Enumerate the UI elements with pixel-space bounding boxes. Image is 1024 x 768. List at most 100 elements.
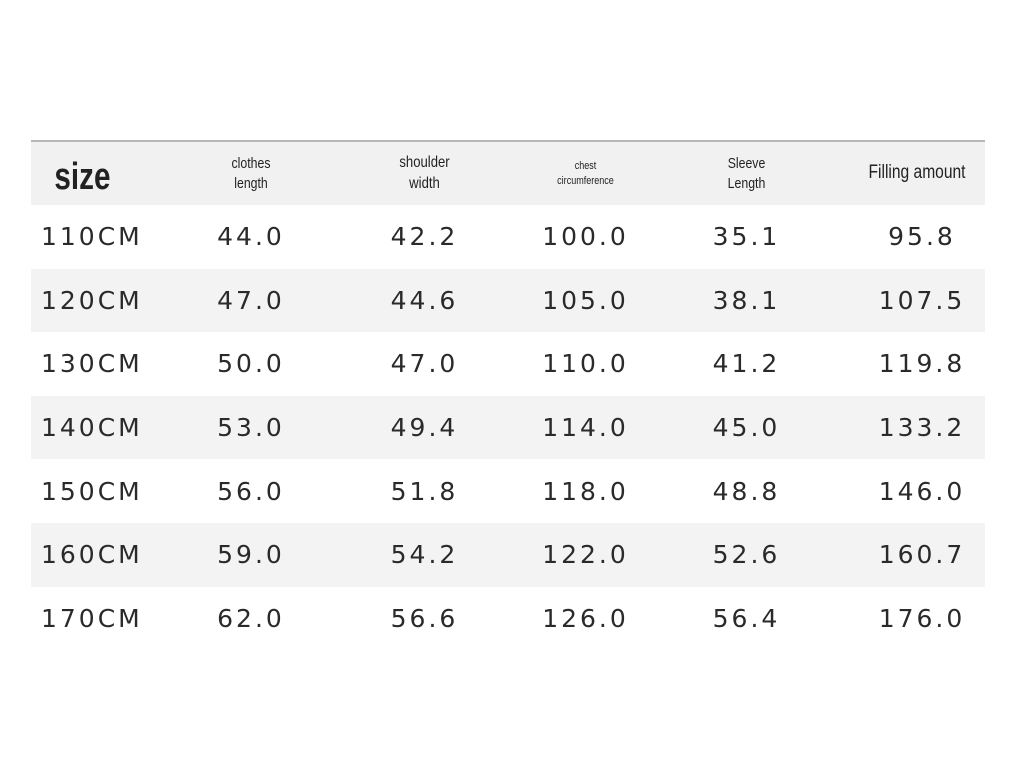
cell-value-shoulder-width: 42.2 (390, 222, 459, 252)
cell-value-shoulder-width: 49.4 (390, 413, 459, 443)
header-chest-line2: circumference (557, 174, 614, 187)
cell-clothes-length: 50.0 (156, 349, 346, 378)
header-filling-amount-label: Filling amount (868, 162, 966, 184)
cell-size: 140CM (31, 413, 156, 442)
table-header-row: size clothes length shoulder width chest… (31, 142, 985, 205)
cell-value-size: 160CM (41, 540, 143, 570)
cell-shoulder-width: 42.2 (346, 222, 503, 251)
cell-filling-amount: 160.7 (825, 540, 985, 569)
header-clothes-length-line1: clothes (231, 155, 271, 172)
cell-shoulder-width: 51.8 (346, 477, 503, 506)
cell-value-shoulder-width: 54.2 (390, 540, 459, 570)
cell-value-shoulder-width: 44.6 (390, 285, 459, 315)
cell-size: 170CM (31, 604, 156, 633)
cell-value-clothes-length: 47.0 (217, 285, 285, 315)
cell-size: 150CM (31, 477, 156, 506)
cell-value-filling-amount: 95.8 (888, 222, 956, 252)
cell-sleeve-length: 35.1 (668, 222, 825, 251)
cell-chest-circumference: 126.0 (503, 604, 668, 633)
cell-clothes-length: 44.0 (156, 222, 346, 251)
header-sleeve-line1: Sleeve (727, 155, 766, 172)
header-chest-circumference: chest circumference (503, 159, 668, 188)
cell-chest-circumference: 118.0 (503, 477, 668, 506)
cell-value-chest-circumference: 114.0 (542, 413, 629, 443)
cell-value-filling-amount: 176.0 (878, 603, 966, 633)
cell-filling-amount: 176.0 (825, 604, 985, 633)
cell-value-clothes-length: 53.0 (217, 413, 285, 443)
cell-value-chest-circumference: 126.0 (542, 603, 629, 633)
header-shoulder-width-line1: shoulder (399, 153, 450, 171)
cell-filling-amount: 119.8 (825, 349, 985, 378)
cell-shoulder-width: 47.0 (346, 349, 503, 378)
header-clothes-length-line2: length (234, 174, 268, 192)
cell-clothes-length: 47.0 (156, 286, 346, 315)
cell-value-size: 140CM (41, 413, 143, 443)
cell-shoulder-width: 44.6 (346, 286, 503, 315)
cell-filling-amount: 95.8 (825, 222, 985, 251)
header-clothes-length: clothes length (156, 154, 346, 193)
cell-value-clothes-length: 44.0 (217, 222, 285, 252)
header-sleeve-length: Sleeve Length (668, 154, 825, 193)
cell-value-sleeve-length: 38.1 (712, 285, 781, 315)
header-filling-amount: Filling amount (825, 161, 985, 186)
cell-clothes-length: 53.0 (156, 413, 346, 442)
table-row: 140CM 53.0 49.4 114.0 45.0 133.2 (31, 395, 985, 460)
cell-clothes-length: 56.0 (156, 477, 346, 506)
cell-value-size: 130CM (41, 349, 143, 379)
header-sleeve-line2: Length (727, 174, 766, 192)
table-row: 170CM 62.0 56.6 126.0 56.4 176.0 (31, 587, 985, 651)
cell-value-shoulder-width: 47.0 (390, 349, 459, 379)
cell-shoulder-width: 56.6 (346, 604, 503, 633)
table-row: 120CM 47.0 44.6 105.0 38.1 107.5 (31, 268, 985, 333)
cell-value-filling-amount: 107.5 (878, 285, 966, 315)
header-shoulder-width: shoulder width (346, 153, 503, 195)
table-row: 160CM 59.0 54.2 122.0 52.6 160.7 (31, 522, 985, 587)
cell-value-clothes-length: 62.0 (217, 603, 285, 633)
cell-value-clothes-length: 59.0 (217, 540, 285, 570)
cell-filling-amount: 107.5 (825, 286, 985, 315)
cell-value-sleeve-length: 45.0 (712, 413, 781, 443)
table-top-rule (31, 140, 985, 142)
cell-value-clothes-length: 50.0 (217, 349, 285, 379)
cell-value-chest-circumference: 100.0 (542, 222, 629, 252)
cell-chest-circumference: 114.0 (503, 413, 668, 442)
cell-value-sleeve-length: 52.6 (712, 540, 781, 570)
cell-value-chest-circumference: 122.0 (542, 540, 629, 570)
cell-value-chest-circumference: 110.0 (542, 349, 629, 379)
cell-value-filling-amount: 160.7 (878, 540, 966, 570)
cell-filling-amount: 146.0 (825, 477, 985, 506)
cell-size: 120CM (31, 286, 156, 315)
cell-value-chest-circumference: 118.0 (542, 476, 629, 506)
cell-value-shoulder-width: 51.8 (390, 476, 459, 506)
cell-clothes-length: 62.0 (156, 604, 346, 633)
cell-value-size: 110CM (41, 222, 143, 252)
cell-shoulder-width: 54.2 (346, 540, 503, 569)
cell-size: 130CM (31, 349, 156, 378)
cell-sleeve-length: 52.6 (668, 540, 825, 569)
cell-value-filling-amount: 119.8 (878, 349, 966, 379)
cell-clothes-length: 59.0 (156, 540, 346, 569)
cell-chest-circumference: 110.0 (503, 349, 668, 378)
cell-value-size: 150CM (41, 476, 143, 506)
table-row: 130CM 50.0 47.0 110.0 41.2 119.8 (31, 332, 985, 396)
size-chart-table: size clothes length shoulder width chest… (31, 140, 985, 650)
cell-value-sleeve-length: 56.4 (712, 603, 781, 633)
cell-value-filling-amount: 133.2 (878, 413, 966, 443)
cell-value-clothes-length: 56.0 (217, 476, 285, 506)
table-body: 110CM 44.0 42.2 100.0 35.1 95.8 120CM 47.0 44.6 1… (31, 205, 985, 650)
header-size-label: size (54, 155, 111, 198)
cell-filling-amount: 133.2 (825, 413, 985, 442)
cell-shoulder-width: 49.4 (346, 413, 503, 442)
cell-sleeve-length: 48.8 (668, 477, 825, 506)
cell-size: 110CM (31, 222, 156, 251)
cell-value-filling-amount: 146.0 (878, 476, 966, 506)
cell-chest-circumference: 122.0 (503, 540, 668, 569)
cell-value-shoulder-width: 56.6 (390, 603, 459, 633)
cell-size: 160CM (31, 540, 156, 569)
cell-value-chest-circumference: 105.0 (542, 285, 629, 315)
cell-sleeve-length: 56.4 (668, 604, 825, 633)
header-chest-line1: chest (574, 160, 597, 173)
cell-value-size: 120CM (41, 285, 143, 315)
header-shoulder-width-line2: width (409, 174, 440, 192)
cell-chest-circumference: 100.0 (503, 222, 668, 251)
